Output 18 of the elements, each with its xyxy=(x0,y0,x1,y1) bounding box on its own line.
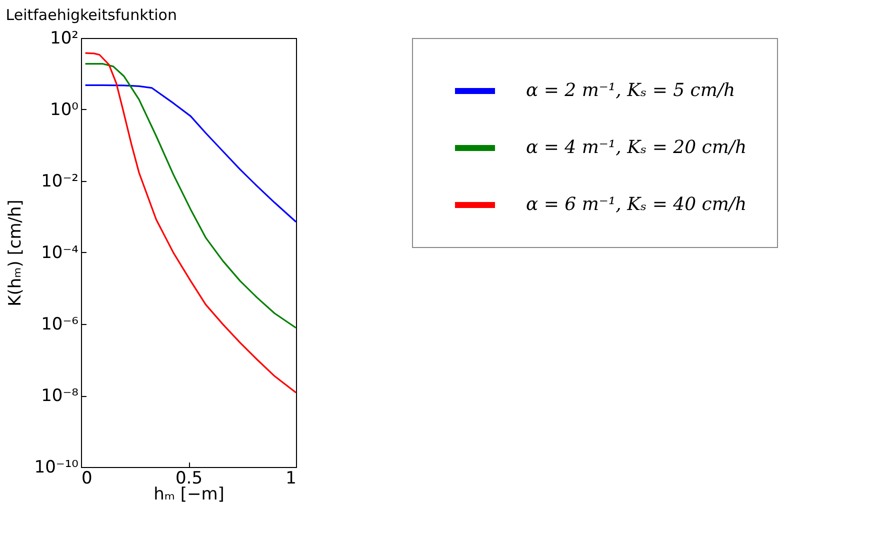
y-tick-label: 10⁻² xyxy=(41,172,78,192)
y-tick-label: 10⁻¹⁰ xyxy=(34,458,79,478)
y-axis-title: K(hₘ) [cm/h] xyxy=(5,200,26,306)
x-axis-title: hₘ [−m] xyxy=(154,484,224,504)
line-series xyxy=(84,84,297,223)
y-tick-label: 10⁰ xyxy=(50,100,79,120)
line-series xyxy=(84,52,297,394)
chart-title: Leitfaehigkeitsfunktion xyxy=(6,6,177,24)
legend-label: α = 4 m⁻¹, Kₛ = 20 cm/h xyxy=(526,137,747,158)
x-tick-label: 0 xyxy=(82,468,92,488)
y-tick-label: 10⁻⁶ xyxy=(41,314,79,334)
x-tick-label: 1 xyxy=(286,468,296,488)
y-tick-label: 10⁻⁸ xyxy=(41,386,79,406)
legend-label: α = 6 m⁻¹, Kₛ = 40 cm/h xyxy=(526,194,747,215)
y-tick-label: 10⁻⁴ xyxy=(41,243,79,263)
y-tick-label: 10² xyxy=(50,28,78,48)
legend-label: α = 2 m⁻¹, Kₛ = 5 cm/h xyxy=(526,80,736,101)
line-series xyxy=(84,62,297,329)
